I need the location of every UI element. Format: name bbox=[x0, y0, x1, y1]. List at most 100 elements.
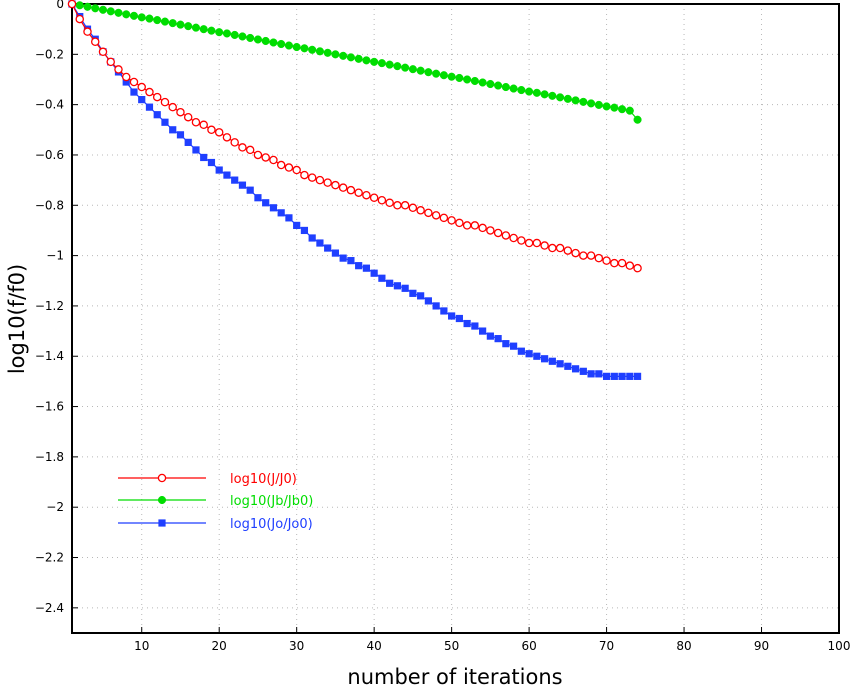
data-point bbox=[200, 153, 208, 162]
data-point bbox=[362, 56, 371, 65]
data-point bbox=[494, 335, 502, 343]
data-point bbox=[145, 87, 154, 97]
data-point bbox=[223, 171, 231, 179]
x-tick-label: 90 bbox=[754, 639, 769, 653]
y-tick-label: −1 bbox=[46, 249, 64, 263]
data-point bbox=[122, 10, 131, 19]
data-point bbox=[463, 319, 471, 328]
data-point bbox=[339, 254, 347, 262]
data-point bbox=[261, 36, 270, 46]
x-tick-label: 30 bbox=[289, 639, 304, 653]
data-point bbox=[416, 66, 425, 75]
data-point bbox=[168, 19, 177, 28]
data-point bbox=[493, 228, 503, 238]
data-point bbox=[293, 221, 301, 230]
data-point bbox=[362, 264, 371, 272]
data-point bbox=[339, 51, 348, 60]
data-point bbox=[106, 7, 115, 16]
y-tick-label: −1.8 bbox=[35, 450, 64, 464]
data-point bbox=[67, 0, 77, 9]
data-point bbox=[540, 355, 549, 363]
data-point bbox=[378, 274, 386, 282]
data-point bbox=[501, 82, 510, 92]
data-point bbox=[625, 106, 634, 115]
data-point bbox=[346, 185, 356, 195]
x-tick-label: 60 bbox=[521, 639, 536, 653]
x-tick-label: 100 bbox=[828, 639, 850, 653]
data-point bbox=[153, 16, 162, 25]
data-point bbox=[207, 26, 216, 35]
data-point bbox=[400, 201, 410, 210]
data-point bbox=[448, 312, 456, 320]
data-point bbox=[439, 213, 449, 223]
data-point bbox=[440, 307, 448, 315]
data-point bbox=[184, 138, 192, 146]
data-point bbox=[277, 209, 285, 217]
data-point bbox=[555, 243, 565, 253]
data-point bbox=[276, 160, 286, 170]
y-tick-label: 0 bbox=[56, 0, 64, 11]
data-point bbox=[122, 78, 130, 86]
data-point bbox=[292, 42, 301, 52]
data-point bbox=[594, 100, 603, 109]
data-point bbox=[370, 269, 378, 277]
data-point bbox=[470, 76, 479, 86]
data-point bbox=[408, 203, 418, 213]
data-point bbox=[152, 92, 162, 102]
data-point bbox=[354, 188, 363, 197]
data-point bbox=[633, 263, 642, 273]
data-point bbox=[556, 360, 564, 368]
data-point bbox=[408, 65, 417, 74]
data-point bbox=[432, 69, 441, 78]
data-point bbox=[463, 75, 472, 84]
data-point bbox=[424, 297, 432, 305]
data-point bbox=[315, 175, 325, 185]
data-point bbox=[417, 292, 425, 300]
data-point bbox=[525, 350, 533, 358]
data-point bbox=[238, 32, 247, 41]
data-point bbox=[587, 370, 595, 378]
legend-label: log10(J/J0) bbox=[230, 472, 297, 487]
data-point bbox=[556, 93, 565, 102]
data-point bbox=[323, 178, 332, 187]
data-point bbox=[455, 314, 463, 323]
legend-label: log10(Jo/Jo0) bbox=[230, 517, 313, 532]
data-point bbox=[169, 126, 177, 134]
data-point bbox=[424, 208, 433, 218]
data-point bbox=[455, 73, 464, 83]
data-point bbox=[602, 256, 611, 265]
data-point bbox=[269, 155, 278, 165]
data-point bbox=[401, 63, 410, 72]
data-point bbox=[138, 96, 146, 104]
data-point bbox=[509, 84, 518, 93]
data-point bbox=[347, 257, 355, 265]
data-point bbox=[222, 133, 232, 142]
x-axis-title: number of iterations bbox=[347, 665, 562, 687]
data-point bbox=[292, 165, 301, 175]
data-point bbox=[369, 193, 379, 202]
data-point bbox=[300, 44, 309, 53]
data-point bbox=[385, 60, 394, 69]
data-point bbox=[370, 57, 379, 66]
data-point bbox=[230, 30, 239, 39]
data-point bbox=[316, 239, 324, 247]
data-point bbox=[75, 1, 84, 10]
data-point bbox=[563, 94, 572, 103]
data-point bbox=[331, 249, 340, 257]
data-point bbox=[75, 14, 84, 24]
data-point bbox=[98, 5, 108, 14]
y-axis-title: log10(f/f0) bbox=[5, 264, 29, 374]
data-point bbox=[424, 68, 433, 77]
data-point bbox=[315, 47, 324, 56]
data-point bbox=[625, 261, 635, 270]
data-point bbox=[261, 153, 270, 162]
data-point bbox=[594, 253, 604, 263]
x-tick-label: 10 bbox=[134, 639, 149, 653]
data-point bbox=[633, 372, 642, 380]
data-point bbox=[331, 180, 340, 190]
data-point bbox=[191, 118, 201, 127]
y-tick-label: −2.2 bbox=[35, 551, 64, 565]
data-point bbox=[207, 125, 216, 135]
data-point bbox=[610, 372, 618, 380]
